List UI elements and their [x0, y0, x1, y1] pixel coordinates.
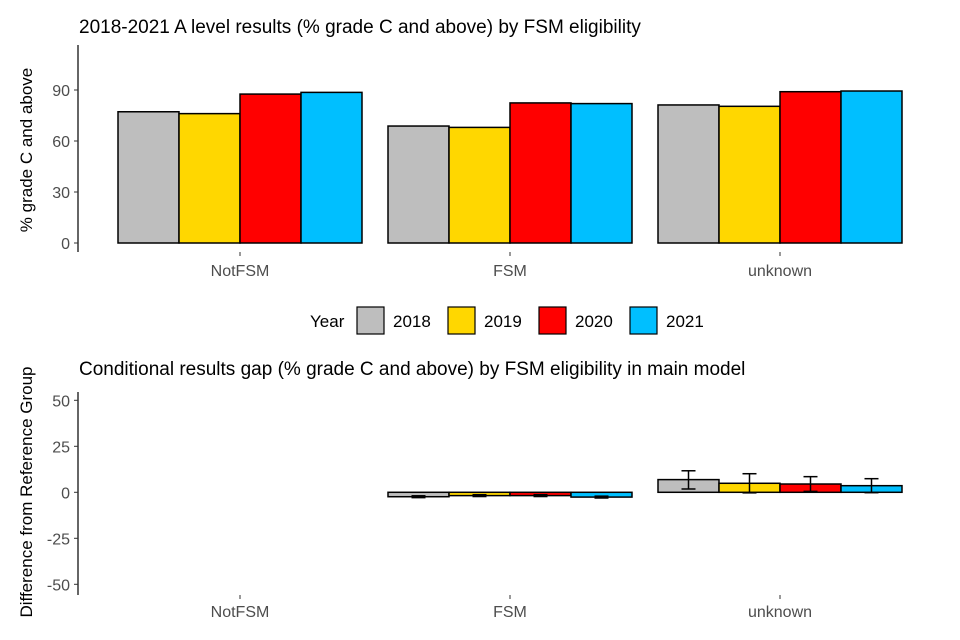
x-tick-label: unknown — [748, 263, 812, 280]
y-tick-label: 60 — [52, 134, 70, 151]
y-tick-label: -50 — [47, 577, 70, 594]
bar-2021-FSM — [570, 102, 633, 244]
x-tick-label: unknown — [748, 604, 812, 621]
bottom-y-axis-label: Difference from Reference Group — [17, 366, 36, 617]
y-tick-label: 90 — [52, 83, 70, 100]
bar-2021-unknown — [840, 90, 903, 244]
bar-2018-FSM — [387, 125, 450, 244]
y-tick-label: 0 — [61, 485, 70, 502]
legend-label-2021: 2021 — [666, 312, 704, 331]
legend-title: Year — [310, 312, 345, 331]
bar-2020-FSM — [509, 102, 572, 244]
bottom-chart-title: Conditional results gap (% grade C and a… — [79, 359, 745, 380]
top-y-axis-label: % grade C and above — [17, 68, 36, 232]
legend-swatch-2019 — [447, 306, 476, 335]
y-tick-label: 30 — [52, 185, 70, 202]
legend-swatch-2021 — [629, 306, 658, 335]
x-tick-label: NotFSM — [211, 263, 270, 280]
y-tick-label: 0 — [61, 236, 70, 253]
bar-2020-NotFSM — [239, 93, 302, 244]
legend-label-2020: 2020 — [575, 312, 613, 331]
y-tick-label: -25 — [47, 531, 70, 548]
bar-2019-unknown — [718, 105, 781, 244]
legend-label-2019: 2019 — [484, 312, 522, 331]
bar-2020-unknown — [779, 90, 842, 244]
top-chart-title: 2018-2021 A level results (% grade C and… — [79, 17, 641, 38]
y-tick-label: 50 — [52, 393, 70, 410]
bar-2019-NotFSM — [178, 112, 241, 244]
bar-2018-NotFSM — [117, 111, 180, 244]
x-tick-label: NotFSM — [211, 604, 270, 621]
x-tick-label: FSM — [493, 263, 527, 280]
bar-2019-FSM — [448, 126, 511, 244]
legend-swatch-2020 — [538, 306, 567, 335]
legend-swatch-2018 — [356, 306, 385, 335]
legend-label-2018: 2018 — [393, 312, 431, 331]
bar-2021-NotFSM — [300, 91, 363, 244]
x-tick-label: FSM — [493, 604, 527, 621]
bar-2018-unknown — [657, 104, 720, 244]
y-tick-label: 25 — [52, 439, 70, 456]
